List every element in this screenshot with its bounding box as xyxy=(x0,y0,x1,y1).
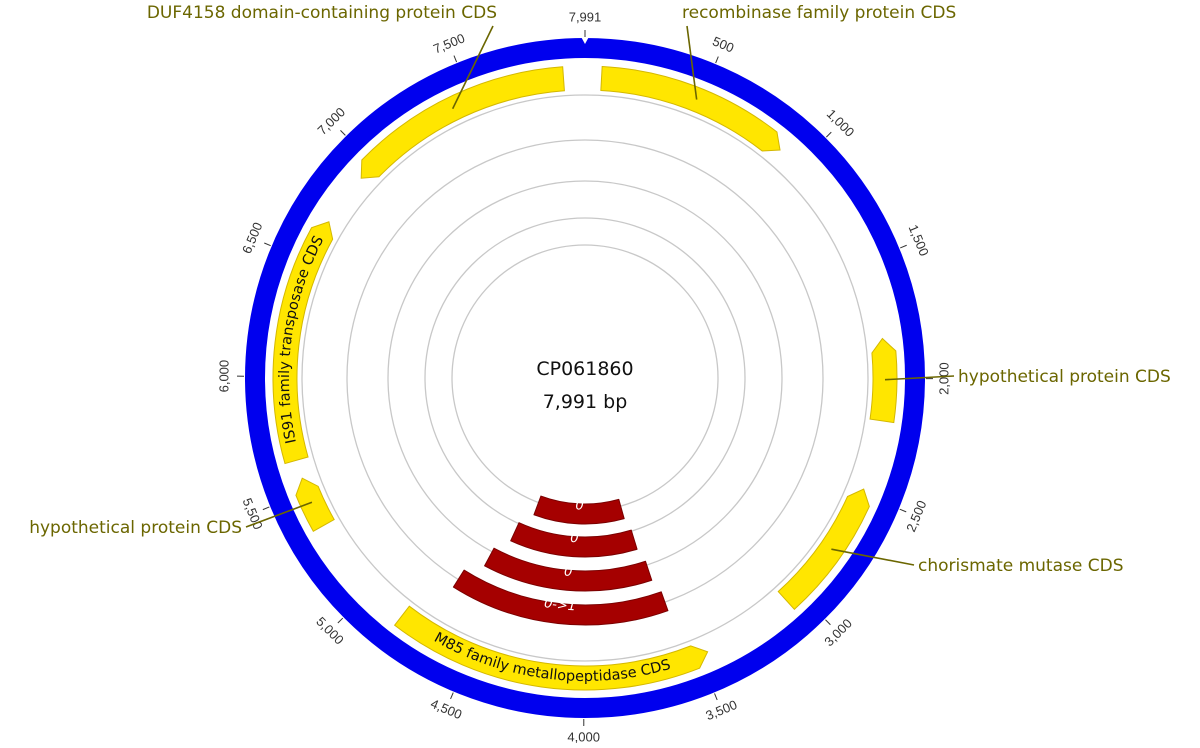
cut-site-bar[interactable] xyxy=(452,569,669,626)
tick-label: 6,000 xyxy=(216,360,231,393)
cut-site-label: 0 xyxy=(563,564,573,580)
cut-site-bar[interactable] xyxy=(484,547,653,592)
cut-site-label: 0 xyxy=(575,498,584,513)
tick-label: 3,500 xyxy=(703,697,739,723)
feature-arrow[interactable] xyxy=(777,488,870,611)
tick-label: 2,500 xyxy=(903,498,929,534)
cut-site-label: 0->1 xyxy=(543,596,576,614)
tick-mark xyxy=(262,506,270,511)
callout-line xyxy=(451,25,494,110)
tick-label: 4,500 xyxy=(428,696,464,722)
tick-label: 4,000 xyxy=(567,729,600,744)
tick-label: 2,000 xyxy=(936,362,951,395)
tick-mark xyxy=(825,131,832,138)
callout-line xyxy=(831,548,915,566)
tick-mark xyxy=(450,692,454,700)
origin-notch xyxy=(579,33,591,44)
sequence-length: 7,991 bp xyxy=(543,391,628,413)
feature-callout-label: hypothetical protein CDS xyxy=(29,518,242,538)
feature-arrow[interactable] xyxy=(869,337,898,424)
track-ring xyxy=(301,94,869,662)
tick-label: 6,500 xyxy=(239,220,265,256)
tick-label: 5,500 xyxy=(240,496,266,532)
callout-line xyxy=(245,501,313,528)
callout-layer: recombinase family protein CDS hypothetic… xyxy=(29,3,1171,576)
tick-label: 1,500 xyxy=(906,222,932,258)
cut-site-label: 0 xyxy=(570,531,579,547)
tick-label: 500 xyxy=(710,33,736,55)
feature-arrow[interactable] xyxy=(360,66,565,179)
tick-mark xyxy=(264,242,271,247)
cut-site-layer: 0 0 0 0->1 xyxy=(452,495,669,626)
cut-site-bar[interactable] xyxy=(533,495,625,525)
cut-site-bar[interactable] xyxy=(510,522,638,558)
feature-arrow[interactable] xyxy=(600,65,781,152)
tick-label: 7,500 xyxy=(431,30,467,56)
feature-arrow[interactable] xyxy=(393,605,709,691)
feature-arrow[interactable] xyxy=(295,477,335,532)
feature-callout-label: DUF4158 domain-containing protein CDS xyxy=(147,3,497,23)
feature-callout-label: recombinase family protein CDS xyxy=(682,3,956,23)
tick-label: 7,991 xyxy=(569,9,602,24)
tick-mark xyxy=(715,56,719,64)
tick-mark xyxy=(899,508,907,513)
tick-mark xyxy=(900,244,907,249)
tick-mark xyxy=(340,130,346,136)
callout-line xyxy=(884,375,955,381)
tick-mark xyxy=(453,55,458,63)
tick-mark xyxy=(825,619,831,626)
feature-arrow[interactable] xyxy=(272,221,334,465)
tick-mark xyxy=(337,617,344,624)
callout-line xyxy=(686,25,698,100)
feature-callout-label: chorismate mutase CDS xyxy=(918,556,1124,576)
tick-mark xyxy=(714,693,718,701)
sequence-name: CP061860 xyxy=(536,358,633,380)
feature-callout-label: hypothetical protein CDS xyxy=(958,367,1171,387)
